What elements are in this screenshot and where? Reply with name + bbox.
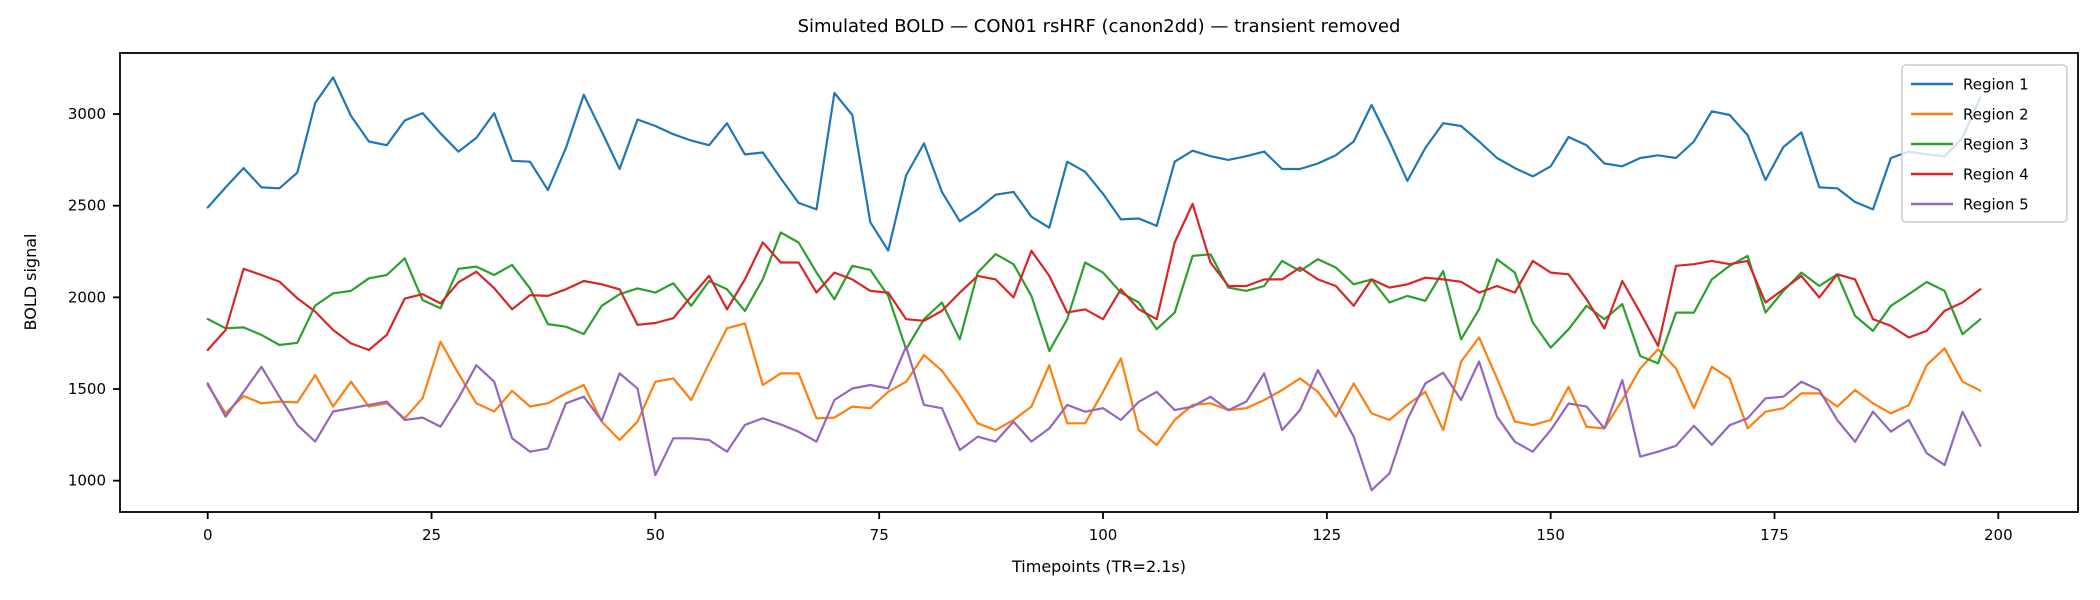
y-tick-label: 2500 bbox=[68, 197, 106, 215]
legend-label: Region 3 bbox=[1963, 136, 2029, 154]
y-tick-label: 3000 bbox=[68, 105, 106, 123]
chart-title: Simulated BOLD — CON01 rsHRF (canon2dd) … bbox=[798, 16, 1401, 37]
legend-label: Region 2 bbox=[1963, 106, 2029, 124]
series-line-region-4 bbox=[206, 202, 1982, 352]
x-tick-label: 50 bbox=[646, 526, 665, 544]
series-line-region-1 bbox=[206, 76, 1982, 252]
legend-box bbox=[1901, 64, 2068, 223]
x-tick-label: 25 bbox=[422, 526, 441, 544]
plot-border bbox=[119, 52, 2079, 513]
x-tick-label: 0 bbox=[203, 526, 213, 544]
x-tick-label: 175 bbox=[1760, 526, 1789, 544]
y-tick-label: 1000 bbox=[68, 472, 106, 490]
axes-layer: 0 25 50 75 100 125 150 175 200 1000 1500 2000 2500 30… bbox=[68, 52, 2079, 544]
legend: Region 1 Region 2 Region 3 Region 4 Region 5 bbox=[1901, 64, 2068, 223]
x-tick-label: 75 bbox=[870, 526, 889, 544]
x-tick-label: 150 bbox=[1536, 526, 1565, 544]
legend-label: Region 4 bbox=[1963, 166, 2029, 184]
y-tick-label: 1500 bbox=[68, 380, 106, 398]
series-line-region-5 bbox=[206, 345, 1982, 492]
legend-label: Region 5 bbox=[1963, 196, 2029, 214]
y-axis-label: BOLD signal bbox=[21, 234, 40, 331]
y-tick-label: 2000 bbox=[68, 288, 106, 306]
x-tick-label: 200 bbox=[1984, 526, 2013, 544]
x-tick-label: 125 bbox=[1313, 526, 1342, 544]
x-axis-label: Timepoints (TR=2.1s) bbox=[1011, 557, 1186, 576]
series-line-region-3 bbox=[206, 231, 1982, 365]
legend-label: Region 1 bbox=[1963, 76, 2029, 94]
x-tick-label: 100 bbox=[1089, 526, 1118, 544]
series-layer bbox=[206, 76, 1982, 492]
series-line-region-2 bbox=[206, 322, 1982, 447]
